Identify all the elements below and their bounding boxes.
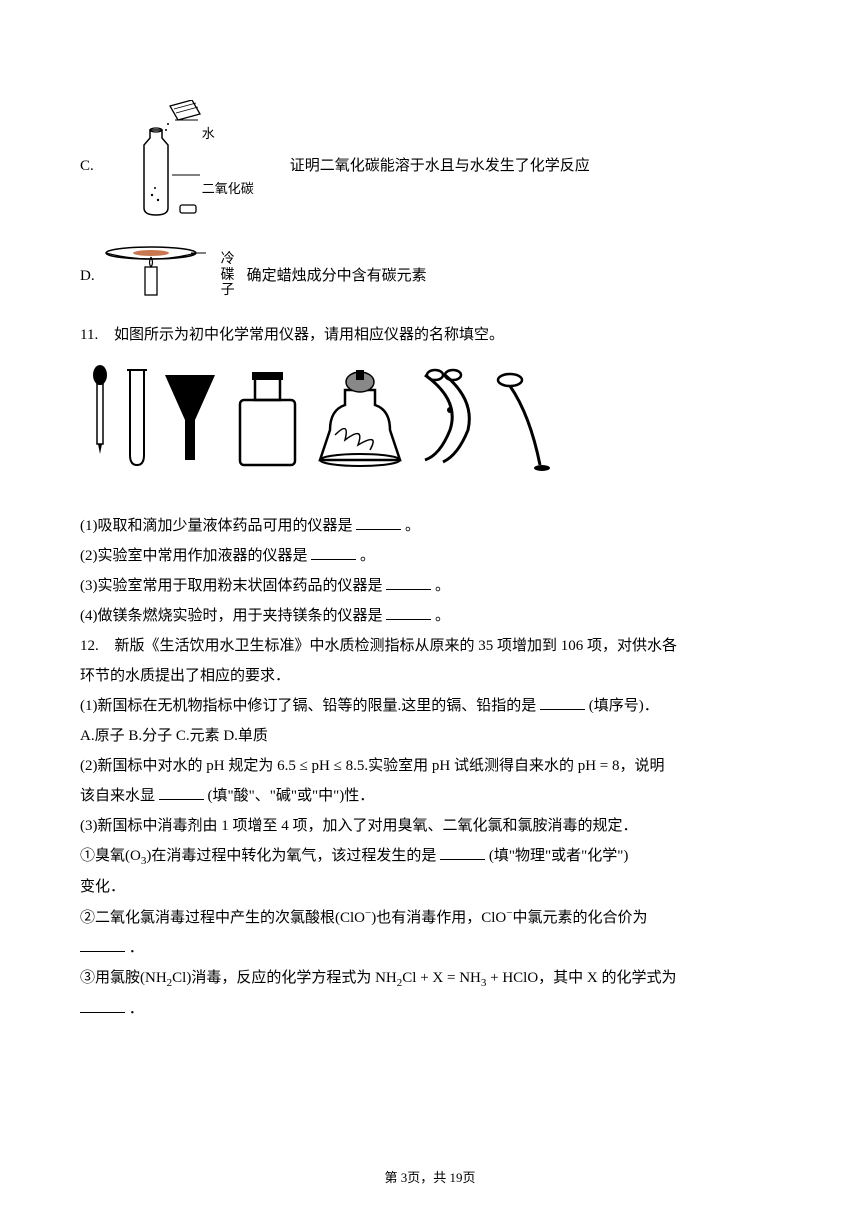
q11-num: 11.	[80, 327, 98, 343]
option-d-row: D. 冷 碟 子 确定蜡烛成分中含有碳元素	[80, 235, 780, 316]
option-c-letter: C.	[80, 151, 94, 181]
q12-p3-3: ③用氯胺(NH2Cl)消毒，反应的化学方程式为 NH2Cl + X = NH3 …	[80, 963, 780, 994]
q11-p3: (3)实验室常用于取用粉末状固体药品的仪器是 。	[80, 571, 780, 601]
q11-p4: (4)做镁条燃烧实验时，用于夹持镁条的仪器是 。	[80, 601, 780, 631]
q12-p3-1: ①臭氧(O3)在消毒过程中转化为氧气，该过程发生的是 (填"物理"或者"化学")	[80, 841, 780, 872]
blank	[80, 997, 125, 1013]
q12-choices: A.原子 B.分子 C.元素 D.单质	[80, 721, 780, 751]
option-c-desc: 证明二氧化碳能溶于水且与水发生了化学反应	[290, 151, 590, 181]
q12-p2a: (2)新国标中对水的 pH 规定为 6.5 ≤ pH ≤ 8.5.实验室用 pH…	[80, 751, 780, 781]
q11-stem: 如图所示为初中化学常用仪器，请用相应仪器的名称填空。	[114, 327, 504, 343]
q12-p1: (1)新国标在无机物指标中修订了镉、铅等的限量.这里的镉、铅指的是 (填序号)．	[80, 691, 780, 721]
q12-stem: 12. 新版《生活饮用水卫生标准》中水质检测指标从原来的 35 项增加到 106…	[80, 631, 780, 661]
blank	[311, 544, 356, 560]
blank	[80, 936, 125, 952]
blank	[386, 604, 431, 620]
option-d-desc: 确定蜡烛成分中含有碳元素	[247, 261, 427, 291]
blank	[356, 514, 401, 530]
dish-label: 碟	[221, 268, 235, 283]
q12-p3-2end: ．	[80, 933, 780, 963]
q12-stem-b: 环节的水质提出了相应的要求．	[80, 661, 780, 691]
q11-p2: (2)实验室中常用作加液器的仪器是 。	[80, 541, 780, 571]
water-label: 水	[202, 121, 215, 147]
q11: 11. 如图所示为初中化学常用仪器，请用相应仪器的名称填空。	[80, 320, 780, 350]
q12-p3-2: ②二氧化氯消毒过程中产生的次氯酸根(ClO−)也有消毒作用，ClO−中氯元素的化…	[80, 902, 780, 933]
page-footer: 第 3页，共 19页	[0, 1167, 860, 1186]
q11-p1: (1)吸取和滴加少量液体药品可用的仪器是 。	[80, 511, 780, 541]
option-c-row: C.	[80, 100, 780, 231]
q12-num: 12.	[80, 638, 99, 654]
cold-label: 冷	[221, 252, 235, 267]
bottle-diagram	[100, 100, 250, 231]
q12-p3-1d: 变化．	[80, 872, 780, 902]
q12-p2b: 该自来水显 (填"酸"、"碱"或"中")性．	[80, 781, 780, 811]
blank	[540, 694, 585, 710]
blank	[386, 574, 431, 590]
q12-p3: (3)新国标中消毒剂由 1 项增至 4 项，加入了对用臭氧、二氧化氯和氯胺消毒的…	[80, 811, 780, 841]
instruments-diagram	[80, 360, 780, 501]
page-content: C.	[0, 0, 860, 1064]
blank	[440, 844, 485, 860]
zi-label: 子	[221, 283, 235, 298]
blank	[159, 784, 204, 800]
co2-label: 二氧化碳	[202, 176, 254, 202]
q12-p3-3end: ．	[80, 994, 780, 1024]
option-d-letter: D.	[80, 261, 95, 291]
candle-diagram	[101, 235, 221, 316]
